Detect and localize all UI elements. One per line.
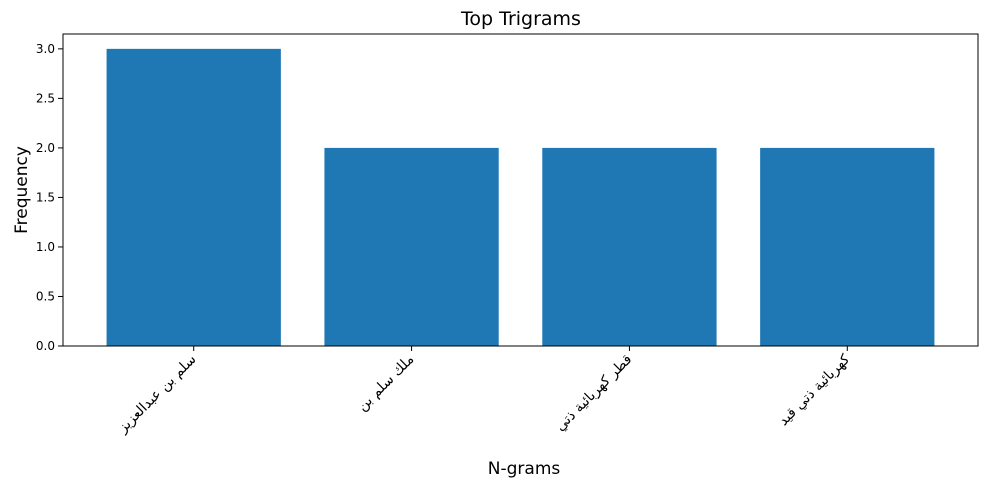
bar bbox=[760, 147, 935, 346]
y-tick-label: 0.5 bbox=[36, 289, 55, 303]
x-tick-label: قطر كهربائية ذتي bbox=[552, 352, 635, 435]
y-tick-label: 3.0 bbox=[36, 42, 55, 56]
y-tick-label: 0.0 bbox=[36, 339, 55, 353]
x-axis: سلم بن عبدالعزيز ملك سلم بن قطر كهربائية ذ… bbox=[114, 346, 853, 437]
x-tick-label: ملك سلم بن bbox=[354, 352, 417, 415]
y-axis: 0.0 0.5 1.0 1.5 2.0 2.5 3.0 bbox=[36, 42, 63, 353]
x-axis-label: N-grams bbox=[488, 459, 561, 479]
bars bbox=[106, 48, 935, 346]
chart-title: Top Trigrams bbox=[460, 8, 581, 30]
bar bbox=[542, 147, 717, 346]
y-tick-label: 1.5 bbox=[36, 190, 55, 204]
y-axis-label: Frequency bbox=[12, 146, 32, 234]
y-tick-label: 2.0 bbox=[36, 141, 55, 155]
bar bbox=[324, 147, 499, 346]
x-tick-label: كهربائية ذتي قيد bbox=[776, 351, 854, 429]
y-tick-label: 2.5 bbox=[36, 91, 55, 105]
y-tick-label: 1.0 bbox=[36, 240, 55, 254]
bar bbox=[106, 48, 281, 346]
x-tick-label: سلم بن عبدالعزيز bbox=[114, 352, 199, 437]
plot-frame bbox=[62, 33, 979, 347]
